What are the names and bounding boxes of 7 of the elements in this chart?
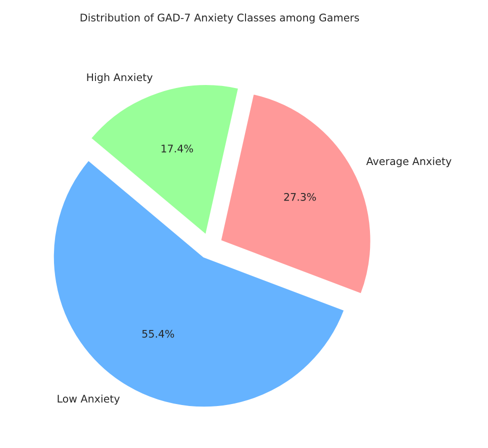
data-label: 17.4% bbox=[162, 144, 193, 152]
data-label: 55.4% bbox=[142, 330, 174, 338]
slice-label: Average Anxiety bbox=[366, 157, 452, 168]
slice-label: Low Anxiety bbox=[58, 394, 120, 405]
chart-title: Distribution of GAD-7 Anxiety Classes among Gamers bbox=[80, 13, 359, 24]
slice-label: High Anxiety bbox=[87, 73, 153, 84]
data-label: 27.3% bbox=[284, 192, 316, 201]
